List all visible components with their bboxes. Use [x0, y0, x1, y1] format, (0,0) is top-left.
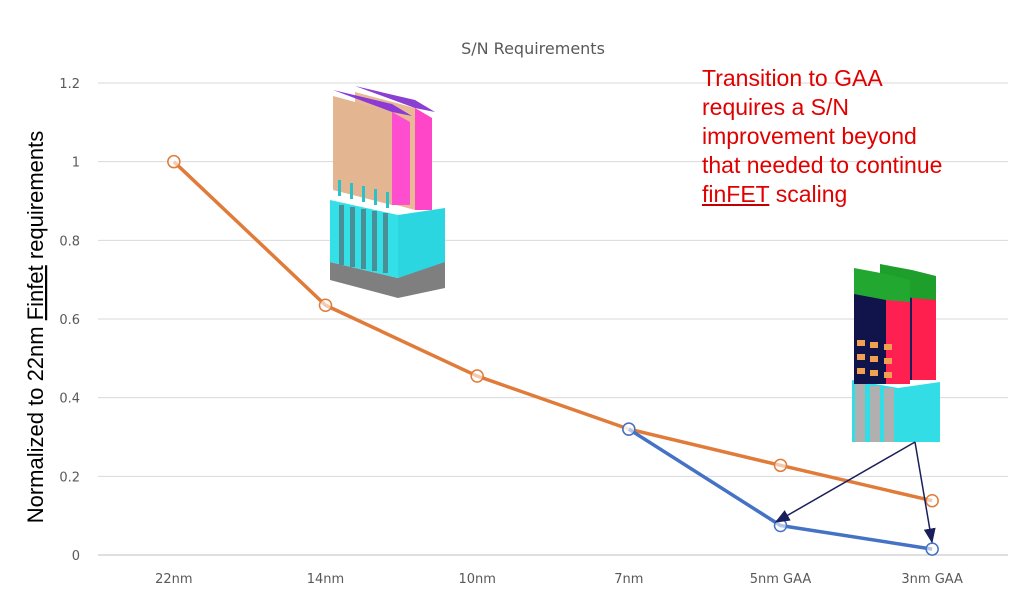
gaa-device-image [852, 264, 940, 442]
annotation-line-5: finFET scaling [702, 180, 1002, 209]
data-point [925, 493, 939, 508]
annotation-line-3: improvement beyond [702, 123, 917, 149]
series-2 [622, 422, 939, 556]
y-tick-label: 0.8 [59, 234, 80, 249]
data-point [470, 369, 484, 383]
y-axis-label-part-1: Normalized to 22nm [23, 320, 48, 523]
y-axis-label-part-3: requirements [23, 131, 48, 266]
finfet-device-image [330, 86, 445, 298]
y-tick-label: 0.2 [59, 470, 80, 485]
x-tick-label: 22nm [155, 572, 192, 587]
x-tick-label: 10nm [458, 572, 495, 587]
y-tick-label: 0 [72, 549, 80, 564]
y-axis-label-part-2: Finfet [23, 265, 48, 320]
y-tick-label: 0.6 [59, 313, 80, 328]
annotation-line-1: Transition to GAA [702, 65, 883, 91]
data-point [773, 458, 788, 473]
data-point [925, 542, 939, 556]
annotation-arrow-5nm [774, 441, 916, 523]
annotation-line-2: requires a S/N [702, 94, 850, 120]
annotation-finfet: finFET [702, 181, 770, 207]
data-point [167, 154, 181, 169]
data-point [318, 298, 333, 312]
series-line [172, 160, 933, 503]
x-tick-labels: 22nm 14nm 10nm 7nm 5nm GAA 3nm GAA [155, 572, 963, 587]
annotation-line-4: that needed to continue [702, 152, 943, 178]
y-axis-label: Normalized to 22nm Finfet requirements [23, 131, 48, 524]
y-tick-label: 0.4 [59, 392, 80, 407]
x-tick-label: 3nm GAA [901, 572, 963, 587]
chart-title: S/N Requirements [461, 39, 605, 58]
y-tick-labels: 0 0.2 0.4 0.6 0.8 1 1.2 [59, 77, 80, 564]
y-tick-label: 1.2 [59, 77, 80, 92]
data-point [622, 422, 636, 436]
y-tick-label: 1 [72, 156, 80, 171]
annotation-arrow-3nm [914, 441, 936, 544]
annotation-scaling: scaling [769, 181, 848, 207]
x-tick-label: 7nm [614, 572, 643, 587]
x-tick-label: 14nm [307, 572, 344, 587]
annotation-text: Transition to GAA requires a S/N improve… [702, 64, 1002, 209]
x-tick-label: 5nm GAA [750, 572, 812, 587]
